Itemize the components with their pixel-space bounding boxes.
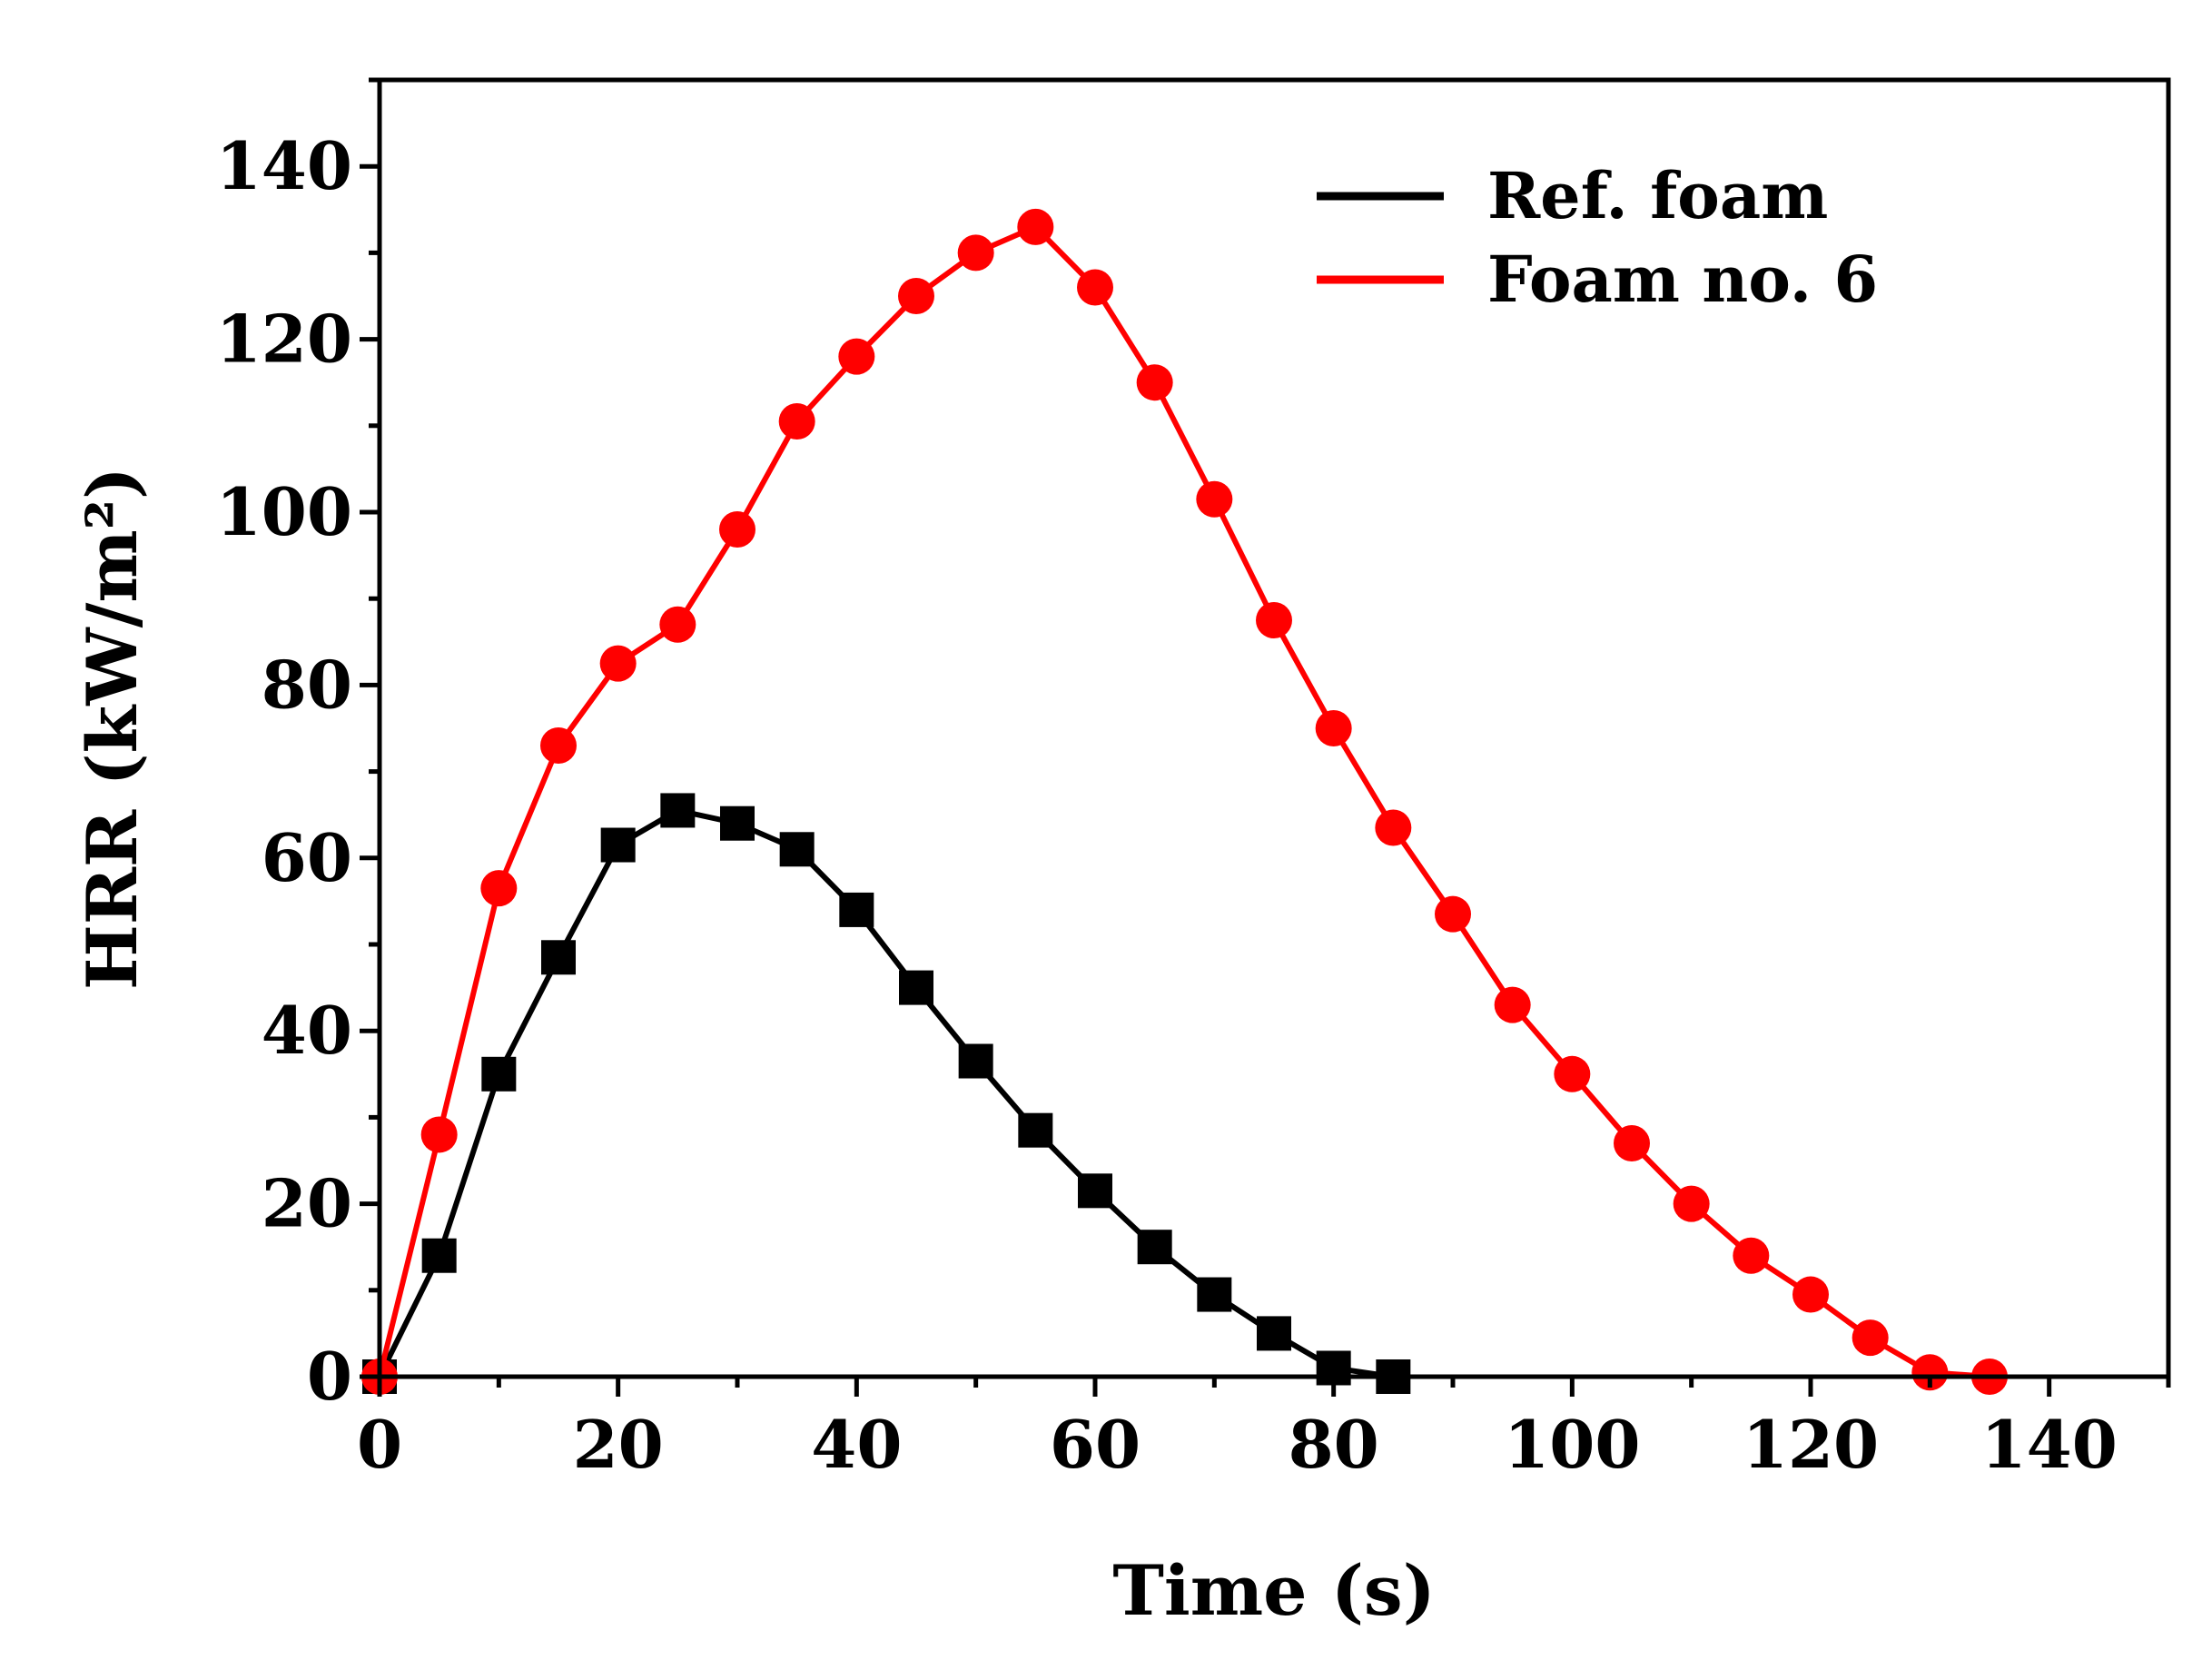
x-tick-label: 80	[1289, 1406, 1379, 1483]
data-point-foam-no-6	[1554, 1055, 1591, 1092]
data-point-foam-no-6	[1792, 1276, 1829, 1313]
data-point-ref-foam	[839, 892, 874, 927]
data-point-ref-foam	[720, 805, 755, 841]
y-tick-label: 140	[216, 127, 352, 204]
data-point-ref-foam	[1257, 1316, 1291, 1351]
data-point-foam-no-6	[1077, 269, 1113, 306]
data-point-ref-foam	[421, 1238, 457, 1273]
data-point-foam-no-6	[1315, 710, 1352, 746]
data-point-foam-no-6	[1733, 1237, 1770, 1274]
series-ref-foam	[362, 793, 1411, 1394]
data-point-foam-no-6	[1911, 1354, 1949, 1391]
data-point-foam-no-6	[1256, 602, 1292, 638]
data-point-foam-no-6	[1435, 895, 1471, 933]
data-point-foam-no-6	[1375, 809, 1412, 846]
x-tick-label: 60	[1050, 1406, 1141, 1483]
data-point-ref-foam	[600, 827, 636, 863]
data-point-ref-foam	[1078, 1173, 1112, 1209]
y-tick-label: 80	[262, 646, 352, 723]
data-point-foam-no-6	[420, 1116, 458, 1153]
legend-label-foam-no-6: Foam no. 6	[1487, 242, 1878, 317]
data-point-foam-no-6	[1673, 1185, 1710, 1222]
x-tick-label: 140	[1981, 1406, 2118, 1483]
y-tick-label: 0	[307, 1338, 352, 1415]
data-point-ref-foam	[899, 970, 933, 1005]
x-tick-label: 100	[1504, 1406, 1640, 1483]
data-point-foam-no-6	[659, 606, 696, 643]
y-tick-label: 100	[216, 473, 352, 550]
data-point-ref-foam	[660, 793, 696, 828]
data-point-foam-no-6	[778, 403, 815, 440]
x-tick-label: 40	[811, 1406, 902, 1483]
data-point-foam-no-6	[1017, 208, 1054, 245]
series-foam-no-6	[361, 208, 2008, 1395]
data-point-foam-no-6	[1614, 1124, 1650, 1161]
y-tick-label: 20	[262, 1165, 352, 1242]
y-tick-label: 120	[216, 301, 352, 378]
legend: Ref. foam Foam no. 6	[1317, 158, 1878, 317]
data-point-foam-no-6	[719, 511, 755, 548]
data-point-foam-no-6	[540, 727, 577, 765]
data-point-foam-no-6	[1196, 480, 1233, 518]
series-line-ref-foam	[377, 807, 1394, 1379]
x-tick-label: 0	[357, 1406, 402, 1483]
data-point-foam-no-6	[957, 234, 994, 272]
data-point-ref-foam	[779, 832, 815, 867]
tick-layer: 0 20 40 60 80 100 120 140 0 20 40 60 80 100 120 140	[216, 77, 2171, 1483]
y-tick-label: 40	[262, 992, 352, 1069]
y-axis-title: HRR (kW/m²)	[72, 467, 153, 990]
y-tick-label: 60	[262, 819, 352, 896]
plot-frame	[377, 77, 2171, 1379]
data-point-foam-no-6	[1494, 986, 1531, 1023]
data-point-ref-foam	[481, 1056, 517, 1092]
data-point-foam-no-6	[838, 338, 875, 375]
x-tick-label: 120	[1743, 1406, 1879, 1483]
series-line-foam-no-6	[377, 223, 1990, 1379]
data-point-ref-foam	[1018, 1112, 1053, 1148]
data-point-ref-foam	[1137, 1230, 1172, 1265]
data-point-ref-foam	[541, 940, 576, 975]
data-point-foam-no-6	[480, 870, 518, 907]
data-point-foam-no-6	[898, 278, 934, 314]
x-tick-label: 20	[573, 1406, 664, 1483]
series-layer	[361, 208, 2008, 1395]
data-point-foam-no-6	[1852, 1319, 1889, 1357]
legend-label-ref-foam: Ref. foam	[1487, 158, 1828, 233]
x-axis-title: Time (s)	[1112, 1550, 1435, 1631]
data-point-ref-foam	[958, 1043, 993, 1079]
data-point-ref-foam	[1197, 1277, 1232, 1312]
data-point-foam-no-6	[599, 645, 637, 682]
data-point-foam-no-6	[1136, 364, 1173, 401]
